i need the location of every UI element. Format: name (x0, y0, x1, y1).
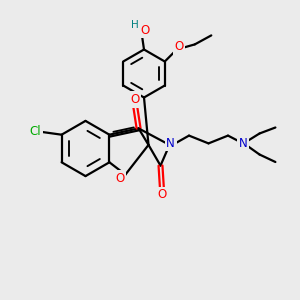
Text: O: O (116, 172, 124, 185)
Text: N: N (166, 136, 175, 150)
Text: Cl: Cl (30, 124, 41, 138)
Text: O: O (158, 188, 166, 202)
Text: N: N (238, 137, 247, 150)
Text: H: H (131, 20, 139, 30)
Text: O: O (175, 40, 184, 53)
Text: O: O (130, 93, 140, 106)
Text: O: O (140, 23, 149, 37)
